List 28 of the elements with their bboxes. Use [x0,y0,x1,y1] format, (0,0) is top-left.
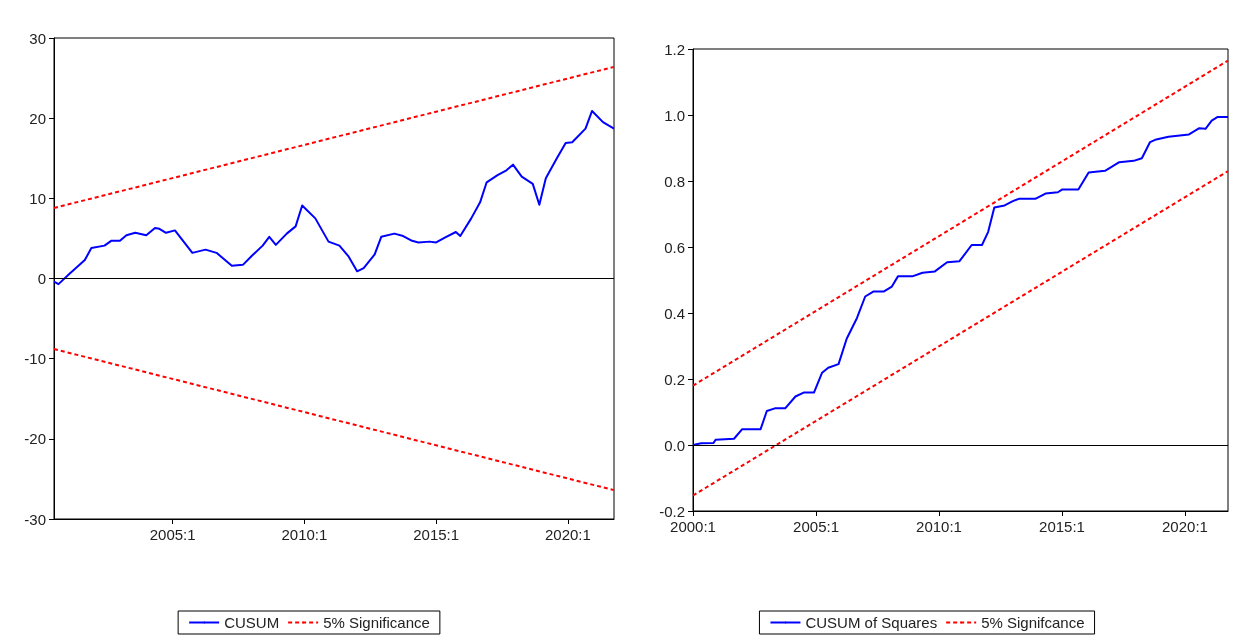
x-tick-label: 2005:1 [793,518,839,535]
y-tick-label: 0.0 [664,436,685,454]
legend-label: 5% Signifcance [981,614,1085,631]
x-tick-label: 2015:1 [413,526,460,543]
legend-label: CUSUM [224,614,280,631]
y-tick-label: 0.8 [664,172,685,190]
x-tick-label: 2010:1 [281,526,328,543]
x-tick-label: 2015:1 [1039,518,1085,535]
x-tick-label: 2010:1 [916,518,962,535]
y-tick-label: -30 [24,510,46,528]
x-tick-label: 2020:1 [544,526,591,543]
y-tick-label: 10 [29,189,46,207]
y-tick-label: 20 [29,109,46,127]
y-tick-label: 30 [29,29,46,47]
y-tick-label: -20 [24,430,46,448]
legend-label: 5% Significance [323,614,430,631]
legend-label: CUSUM of Squares [805,614,938,631]
y-tick-label: -10 [24,350,46,368]
y-tick-label: 1.2 [664,40,685,58]
x-tick-label: 2005:1 [149,526,196,543]
y-tick-label: 1.0 [664,106,685,124]
y-tick-label: 0.2 [664,370,685,388]
x-tick-label: 2020:1 [1162,518,1208,535]
y-tick-label: 0.6 [664,238,685,256]
x-tick-label: 2000:1 [670,518,716,535]
y-tick-label: -0.2 [659,502,685,520]
y-tick-label: 0.4 [664,304,685,322]
y-tick-label: 0 [37,270,46,287]
